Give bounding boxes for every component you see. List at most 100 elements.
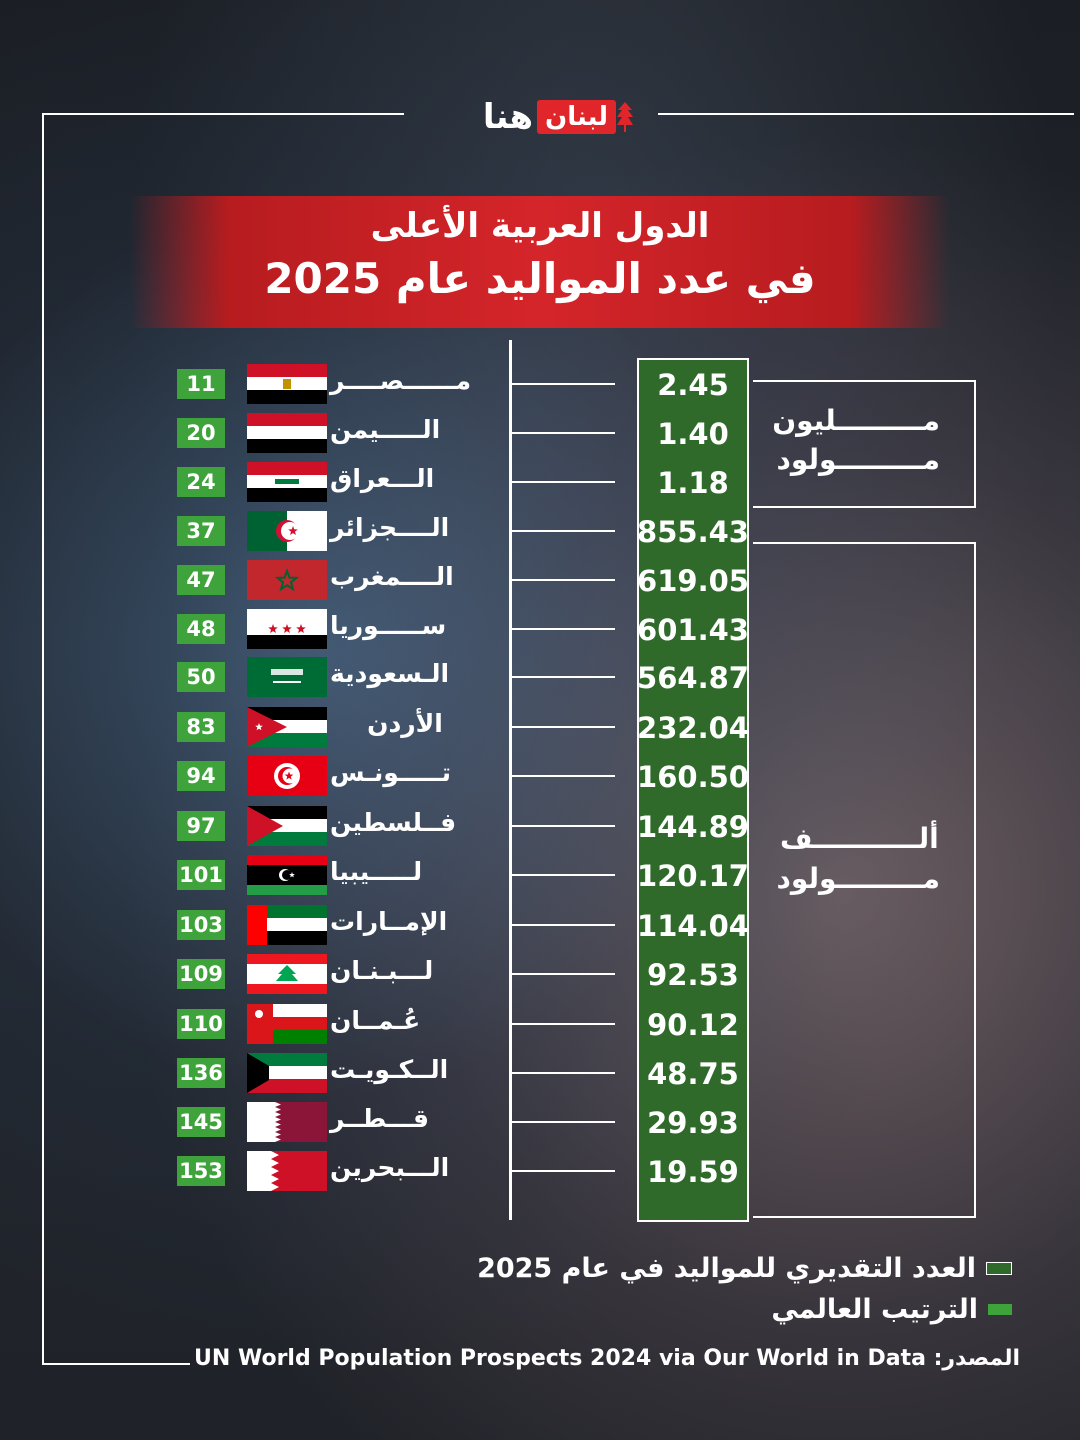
birth-value: 1.18 xyxy=(657,466,729,500)
country-name: الإمــارات xyxy=(330,907,448,936)
cedar-logo-icon xyxy=(617,102,633,132)
rank-badge: 47 xyxy=(177,565,225,595)
logo-text-red: لبنان xyxy=(537,100,616,134)
rank-badge: 103 xyxy=(177,910,225,940)
birth-value: 120.17 xyxy=(637,859,749,893)
logo-text-white: هنا xyxy=(482,97,534,137)
row-connector xyxy=(511,628,615,630)
country-name: الـسعودية xyxy=(330,659,450,688)
unit-thousand-line2: مـــــــــولود xyxy=(776,862,940,895)
source-note: المصدر: UN World Population Prospects 20… xyxy=(194,1346,1020,1371)
frame-top-left xyxy=(42,113,404,115)
row-connector xyxy=(511,1170,615,1172)
row-connector xyxy=(511,579,615,581)
row-connector xyxy=(511,1023,615,1025)
rank-badge: 110 xyxy=(177,1009,225,1039)
country-name: الــــجزائر xyxy=(330,513,450,542)
birth-value: 1.40 xyxy=(657,417,729,451)
birth-value: 855.43 xyxy=(637,515,749,549)
rank-badge: 136 xyxy=(177,1058,225,1088)
legend-births-swatch xyxy=(986,1261,1012,1275)
birth-value: 48.75 xyxy=(647,1057,739,1091)
birth-value: 92.53 xyxy=(647,958,739,992)
rank-badge: 24 xyxy=(177,467,225,497)
flag-uae-icon xyxy=(247,905,327,945)
country-name: الــــمغرب xyxy=(330,562,454,591)
row-connector xyxy=(511,973,615,975)
birth-value: 19.59 xyxy=(647,1155,739,1189)
rank-badge: 11 xyxy=(177,369,225,399)
country-name: تـــــونـس xyxy=(330,758,452,787)
flag-palestine-icon xyxy=(247,806,327,846)
birth-value: 2.45 xyxy=(657,368,729,402)
rank-badge: 109 xyxy=(177,959,225,989)
flag-syria-icon xyxy=(247,609,327,649)
country-name: فــلسطين xyxy=(330,808,457,837)
birth-value: 619.05 xyxy=(637,564,749,598)
brand-logo: لبنان هنا xyxy=(440,92,640,142)
row-connector xyxy=(511,383,615,385)
row-connector xyxy=(511,530,615,532)
row-connector xyxy=(511,1121,615,1123)
birth-value: 160.50 xyxy=(637,760,749,794)
rank-badge: 94 xyxy=(177,761,225,791)
flag-yemen-icon xyxy=(247,413,327,453)
row-connector xyxy=(511,874,615,876)
rank-badge: 48 xyxy=(177,614,225,644)
country-name: عُـمــان xyxy=(330,1006,421,1035)
country-name: ســـــوريا xyxy=(330,611,447,640)
row-connector xyxy=(511,1072,615,1074)
flag-bahrain-icon xyxy=(247,1151,327,1191)
row-connector xyxy=(511,481,615,483)
birth-value: 564.87 xyxy=(637,661,749,695)
unit-box-million xyxy=(753,380,976,508)
legend-rank: الترتيب العالمي xyxy=(771,1291,1012,1327)
legend-rank-label: الترتيب العالمي xyxy=(771,1293,978,1325)
rank-badge: 97 xyxy=(177,811,225,841)
unit-box-thousand xyxy=(753,542,976,1218)
frame-bottom xyxy=(42,1363,190,1365)
chart-spine xyxy=(509,340,512,1220)
birth-value: 601.43 xyxy=(637,613,749,647)
row-connector xyxy=(511,825,615,827)
legend-births-label: العدد التقديري للمواليد في عام 2025 xyxy=(477,1252,976,1284)
birth-value: 144.89 xyxy=(637,810,749,844)
chart-title-line1: الدول العربية الأعلى xyxy=(370,206,710,246)
rank-badge: 83 xyxy=(177,712,225,742)
flag-oman-icon xyxy=(247,1004,327,1044)
rank-badge: 101 xyxy=(177,860,225,890)
country-name: الـــــيمن xyxy=(330,415,441,444)
flag-morocco-icon xyxy=(247,560,327,600)
title-banner: الدول العربية الأعلى في عدد المواليد عام… xyxy=(130,196,950,328)
birth-value: 232.04 xyxy=(637,711,749,745)
flag-saudi-icon xyxy=(247,657,327,697)
country-name: لـــبـنـان xyxy=(330,956,434,985)
legend-births: العدد التقديري للمواليد في عام 2025 xyxy=(477,1250,1012,1286)
birth-value: 29.93 xyxy=(647,1106,739,1140)
country-name: الأردن xyxy=(367,709,443,738)
flag-qatar-icon xyxy=(247,1102,327,1142)
chart-title-line2: في عدد المواليد عام 2025 xyxy=(264,254,816,303)
country-name: لـــــيبيا xyxy=(330,857,423,886)
flag-kuwait-icon xyxy=(247,1053,327,1093)
row-connector xyxy=(511,775,615,777)
rank-badge: 50 xyxy=(177,662,225,692)
flag-egypt-icon xyxy=(247,364,327,404)
flag-iraq-icon xyxy=(247,462,327,502)
unit-million-line1: مـــــــــليون xyxy=(772,404,940,437)
legend-rank-swatch xyxy=(988,1303,1012,1315)
country-name: مــــــصــــر xyxy=(330,366,472,395)
row-connector xyxy=(511,676,615,678)
unit-thousand-line1: ألـــــــــــف xyxy=(780,822,939,855)
birth-value: 90.12 xyxy=(647,1008,739,1042)
rank-badge: 153 xyxy=(177,1156,225,1186)
rank-badge: 37 xyxy=(177,516,225,546)
flag-libya-icon xyxy=(247,855,327,895)
unit-million-line2: مـــــــــولود xyxy=(776,443,940,476)
row-connector xyxy=(511,432,615,434)
country-name: الـــعراق xyxy=(330,464,435,493)
flag-algeria-icon xyxy=(247,511,327,551)
frame-top-right xyxy=(658,113,1074,115)
birth-value: 114.04 xyxy=(637,909,749,943)
country-name: الــكـويـت xyxy=(330,1055,449,1084)
